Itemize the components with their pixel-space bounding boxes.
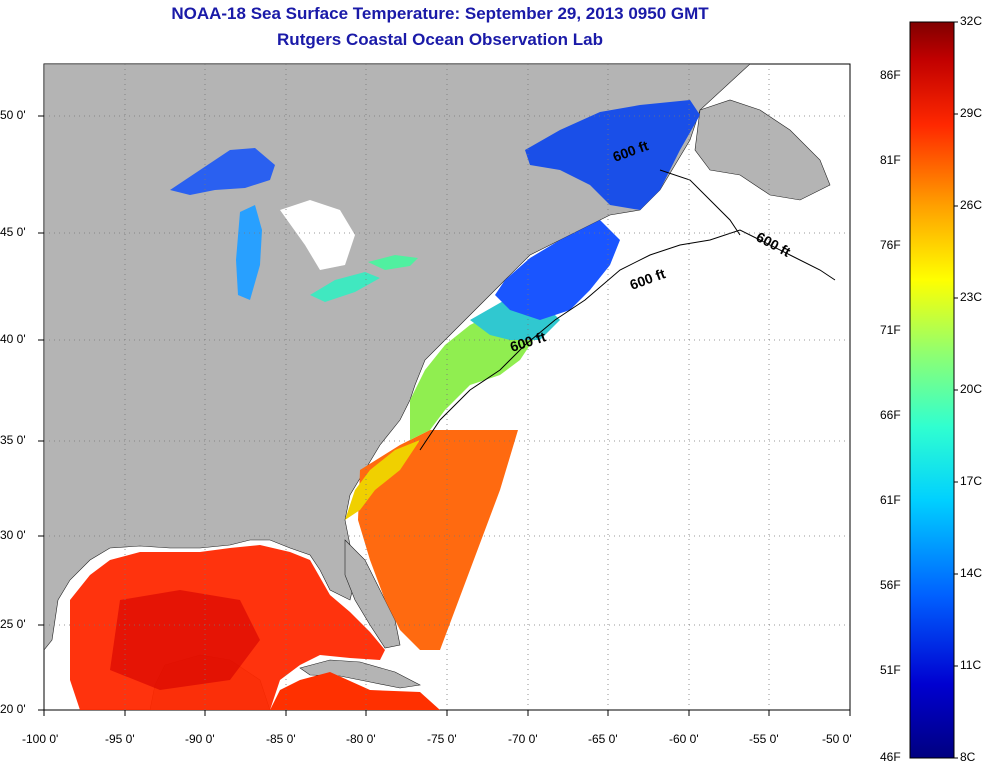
lake-michigan — [236, 205, 262, 300]
colorbar-fahrenheit-label: 46F — [880, 750, 901, 764]
lake-superior — [170, 148, 275, 195]
colorbar-fahrenheit-label: 51F — [880, 663, 901, 677]
colorbar — [909, 21, 955, 759]
midatlantic-sst — [410, 310, 540, 440]
y-tick-label: 35 0' — [0, 433, 26, 447]
lake-erie — [310, 272, 380, 302]
colorbar-celsius-label: 8C — [960, 750, 976, 764]
colorbar-celsius-label: 11C — [960, 658, 982, 672]
gulf-st-lawrence-sst — [525, 100, 700, 210]
y-tick-label: 50 0' — [0, 108, 26, 122]
colorbar-fahrenheit-label: 76F — [880, 238, 901, 252]
gulf-sst-deep — [110, 590, 260, 690]
x-tick-label: -85 0' — [266, 732, 296, 746]
newfoundland — [694, 99, 831, 201]
x-tick-label: -70 0' — [508, 732, 538, 746]
atlantic-sst-warm — [358, 430, 518, 650]
y-tick-label: 40 0' — [0, 332, 26, 346]
x-tick-label: -50 0' — [822, 732, 852, 746]
lake-huron — [280, 200, 355, 270]
atlantic-sst-yellow — [345, 440, 420, 520]
x-tick-label: -65 0' — [588, 732, 618, 746]
colorbar-fahrenheit-label: 66F — [880, 408, 901, 422]
colorbar-celsius-label: 26C — [960, 198, 983, 212]
colorbar-celsius-label: 20C — [960, 382, 983, 396]
gulf-of-maine-sst — [495, 220, 620, 320]
colorbar-celsius-label: 17C — [960, 474, 983, 488]
tick-marks — [38, 115, 851, 716]
colorbar-celsius-label: 14C — [960, 566, 983, 580]
colorbar-celsius-label: 32C — [960, 14, 983, 28]
title-line-2: Rutgers Coastal Ocean Observation Lab — [277, 30, 603, 49]
x-tick-label: -90 0' — [185, 732, 215, 746]
y-tick-label: 30 0' — [0, 528, 26, 542]
colorbar-fahrenheit-label: 86F — [880, 68, 901, 82]
x-tick-label: -55 0' — [749, 732, 779, 746]
x-tick-label: -60 0' — [669, 732, 699, 746]
colorbar-ticks — [954, 21, 958, 759]
x-tick-label: -75 0' — [427, 732, 457, 746]
y-tick-label: 20 0' — [0, 702, 26, 716]
colorbar-fahrenheit-label: 56F — [880, 578, 901, 592]
colorbar-celsius-label: 29C — [960, 106, 983, 120]
x-tick-label: -95 0' — [105, 732, 135, 746]
lake-ontario — [368, 255, 418, 270]
title-line-1: NOAA-18 Sea Surface Temperature: Septemb… — [171, 4, 709, 23]
y-tick-label: 25 0' — [0, 617, 26, 631]
bathymetry-contour — [419, 229, 836, 451]
x-tick-label: -100 0' — [22, 732, 59, 746]
y-tick-label: 45 0' — [0, 225, 26, 239]
colorbar-fahrenheit-label: 71F — [880, 323, 901, 337]
florida — [344, 539, 401, 649]
colorbar-celsius-label: 23C — [960, 290, 983, 304]
land-mass — [44, 64, 751, 651]
colorbar-fahrenheit-label: 81F — [880, 153, 901, 167]
bathymetry-contour-north — [659, 169, 741, 236]
caribbean-sst — [270, 672, 440, 710]
x-tick-label: -80 0' — [346, 732, 376, 746]
colorbar-fahrenheit-label: 61F — [880, 493, 901, 507]
